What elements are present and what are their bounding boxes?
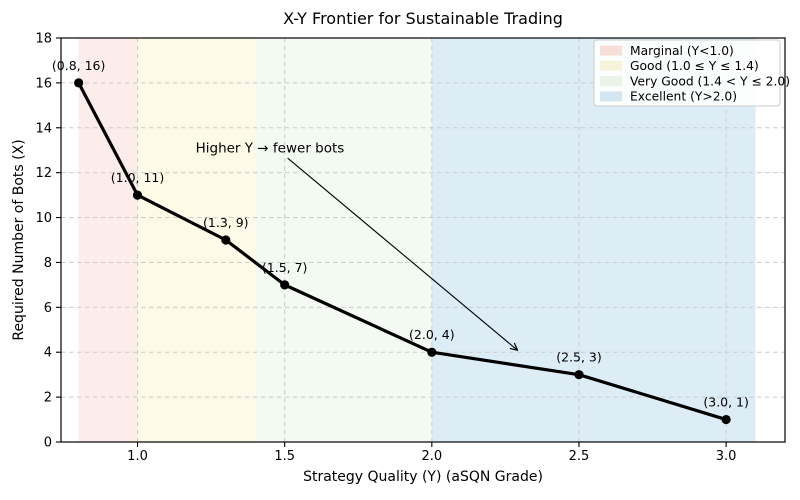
annotation-arrow	[287, 157, 518, 350]
data-point-label-5: (2.5, 3)	[556, 350, 602, 365]
y-tick-label-12: 12	[35, 166, 52, 181]
data-point-4	[427, 347, 437, 357]
legend-swatch-marginal-y-1-0	[600, 45, 622, 56]
legend: Marginal (Y<1.0)Good (1.0 ≤ Y ≤ 1.4)Very…	[593, 39, 790, 107]
data-point-2	[221, 235, 231, 245]
legend-box	[593, 39, 781, 107]
y-tick-label-10: 10	[35, 211, 52, 226]
y-tick-label-2: 2	[44, 391, 52, 406]
data-point-1	[132, 190, 143, 200]
y-tick-label-18: 18	[35, 32, 52, 47]
legend-swatch-excellent-y-2-0	[600, 91, 622, 102]
legend-swatch-very-good-1-4-y-2-0	[600, 76, 622, 87]
legend-label-excellent-y-2-0: Excellent (Y>2.0)	[630, 90, 737, 104]
legend-label-marginal-y-1-0: Marginal (Y<1.0)	[630, 44, 734, 58]
x-tick-label-1.0: 1.0	[127, 449, 148, 464]
legend-item-excellent-y-2-0: Excellent (Y>2.0)	[600, 90, 737, 104]
data-point-label-6: (3.0, 1)	[703, 395, 749, 410]
band-marginal-y-1-0	[78, 38, 138, 442]
data-point-5	[574, 370, 584, 380]
x-tick-label-2.0: 2.0	[421, 449, 442, 464]
legend-swatch-good-1-0-y-1-4	[600, 60, 622, 71]
x-tick-label-1.5: 1.5	[274, 449, 295, 464]
legend-item-very-good-1-4-y-2-0: Very Good (1.4 < Y ≤ 2.0)	[600, 74, 790, 88]
legend-label-good-1-0-y-1-4: Good (1.0 ≤ Y ≤ 1.4)	[630, 59, 759, 73]
legend-label-very-good-1-4-y-2-0: Very Good (1.4 < Y ≤ 2.0)	[630, 74, 790, 88]
band-very-good-1-4-y-2-0	[255, 38, 432, 442]
x-tick-label-2.5: 2.5	[569, 449, 590, 464]
annotation-text: Higher Y → fewer bots	[196, 140, 345, 156]
x-tick-label-3.0: 3.0	[716, 449, 737, 464]
legend-item-good-1-0-y-1-4: Good (1.0 ≤ Y ≤ 1.4)	[600, 59, 759, 73]
y-tick-label-16: 16	[35, 76, 52, 91]
data-point-label-3: (1.5, 7)	[262, 260, 308, 275]
y-tick-label-0: 0	[44, 436, 52, 451]
y-tick-label-4: 4	[44, 346, 52, 361]
y-tick-label-14: 14	[35, 121, 52, 136]
data-point-0	[74, 78, 84, 88]
data-point-label-1: (1.0, 11)	[111, 170, 165, 185]
chart-title: X-Y Frontier for Sustainable Trading	[283, 9, 563, 28]
y-tick-label-8: 8	[44, 256, 52, 271]
y-tick-label-6: 6	[44, 301, 52, 316]
data-point-6	[721, 414, 731, 425]
data-point-label-4: (2.0, 4)	[409, 327, 455, 342]
data-point-label-2: (1.3, 9)	[203, 215, 249, 230]
plot-border	[60, 37, 786, 443]
x-axis-label: Strategy Quality (Y) (aSQN Grade)	[303, 469, 543, 485]
band-good-1-0-y-1-4	[137, 38, 256, 442]
legend-item-marginal-y-1-0: Marginal (Y<1.0)	[600, 44, 734, 58]
data-point-label-0: (0.8, 16)	[52, 58, 106, 73]
data-point-3	[280, 280, 290, 290]
